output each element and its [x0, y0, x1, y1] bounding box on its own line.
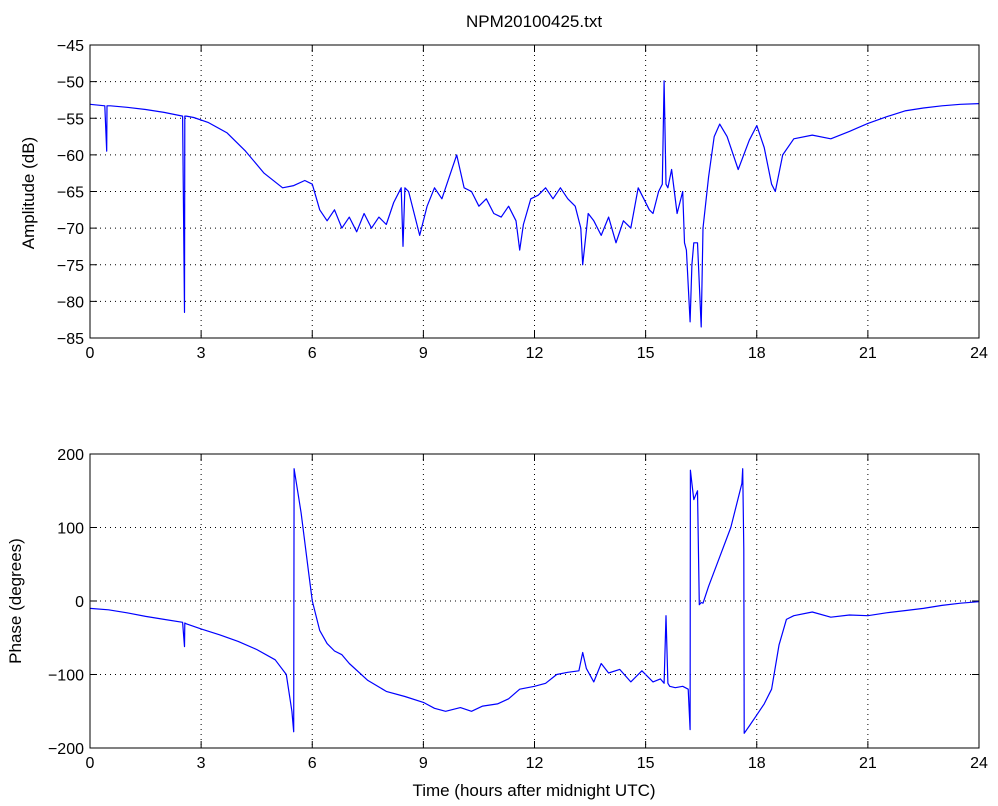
- y-tick-label: −100: [48, 668, 84, 685]
- axes-frame: [89, 453, 980, 749]
- phase-plot: 0 3 6 9 12 15 18 21 24 200 100 0 −100 −200: [48, 447, 988, 772]
- x-tick-label: 9: [419, 345, 428, 362]
- x-tick-label: 15: [637, 345, 655, 362]
- y-tick-label: −80: [57, 294, 84, 311]
- y-tick-label: 0: [75, 594, 84, 611]
- data-series-line: [89, 468, 980, 734]
- phase-y-axis-label: Phase (degrees): [6, 538, 25, 664]
- y-tick-label: −75: [57, 258, 84, 275]
- x-tick-label: 0: [86, 345, 95, 362]
- x-tick-label: 0: [86, 755, 95, 772]
- y-tick-label: 100: [57, 521, 84, 538]
- x-tick-label: 18: [748, 345, 766, 362]
- x-tick-label: 21: [859, 755, 877, 772]
- time-x-axis-label: Time (hours after midnight UTC): [412, 781, 655, 800]
- y-tick-label: −65: [57, 185, 84, 202]
- x-tick-label: 21: [859, 345, 877, 362]
- data-series-line: [89, 80, 980, 328]
- x-tick-label: 24: [970, 755, 988, 772]
- amplitude-plot: 0 3 6 9 12 15 18 21 24 −45 −50 −55 −60 −65 −70 −75 −80 −8…: [57, 38, 988, 362]
- x-tick-label: 12: [526, 755, 544, 772]
- x-tick-label: 6: [308, 345, 317, 362]
- x-tick-label: 24: [970, 345, 988, 362]
- y-tick-label: −200: [48, 741, 84, 758]
- y-tick-label: −45: [57, 38, 84, 55]
- chart-title: NPM20100425.txt: [466, 12, 602, 31]
- x-tick-label: 18: [748, 755, 766, 772]
- y-tick-label: −55: [57, 111, 84, 128]
- y-tick-label: −50: [57, 75, 84, 92]
- x-tick-label: 12: [526, 345, 544, 362]
- y-tick-label: −70: [57, 221, 84, 238]
- axes-frame: [89, 44, 980, 339]
- x-tick-label: 9: [419, 755, 428, 772]
- amplitude-y-axis-label: Amplitude (dB): [19, 137, 38, 249]
- x-tick-label: 3: [197, 345, 206, 362]
- y-tick-label: −60: [57, 148, 84, 165]
- x-tick-label: 15: [637, 755, 655, 772]
- y-tick-label: 200: [57, 447, 84, 464]
- y-tick-label: −85: [57, 331, 84, 348]
- x-tick-label: 6: [308, 755, 317, 772]
- x-tick-label: 3: [197, 755, 206, 772]
